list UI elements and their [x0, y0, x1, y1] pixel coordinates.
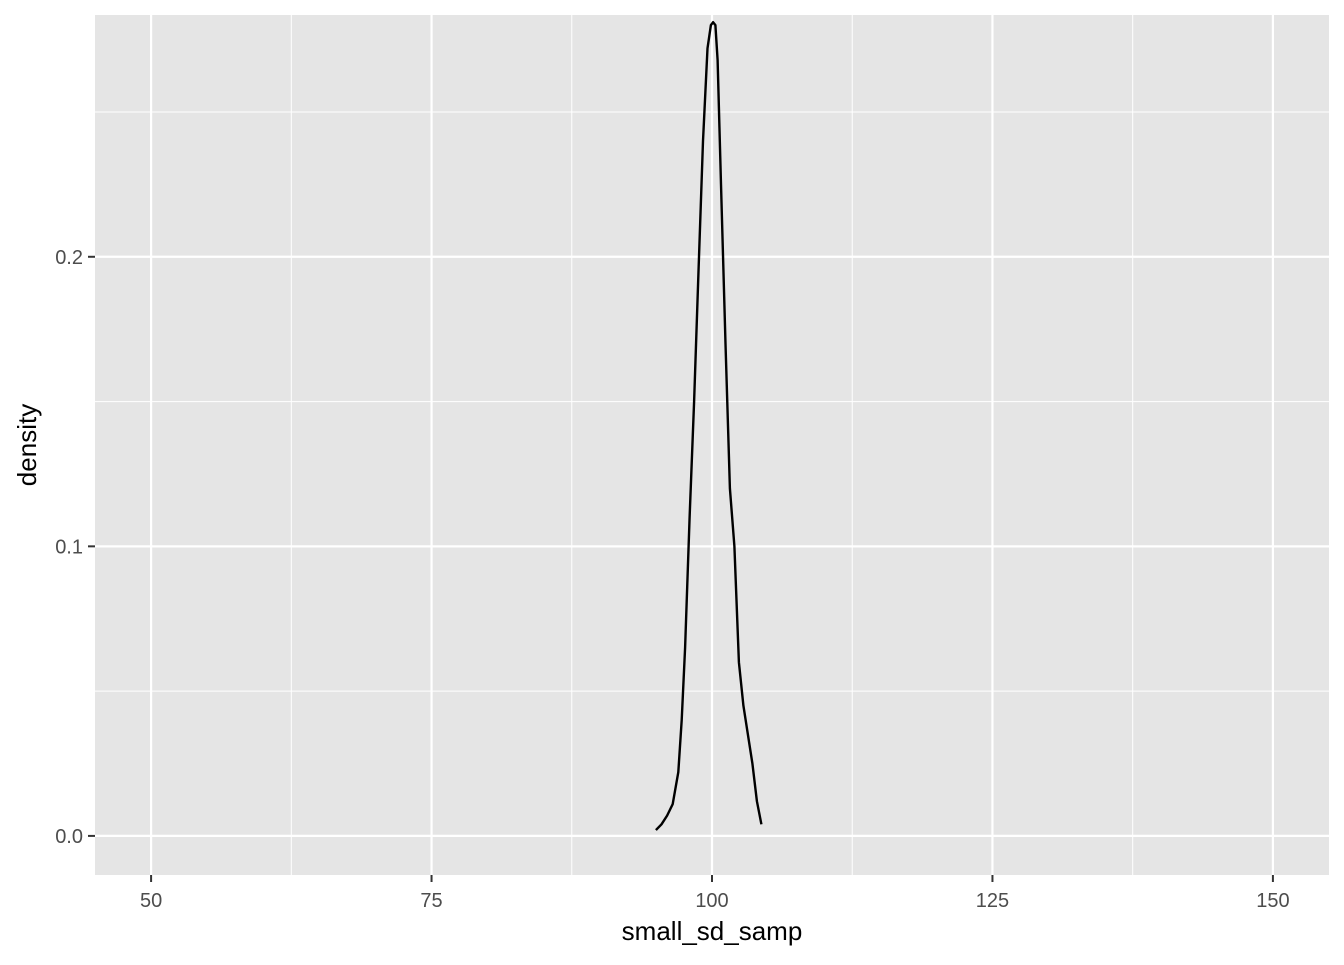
y-tick-label: 0.0: [55, 826, 83, 848]
y-axis-tick-labels: 0.0 0.1 0.2: [55, 247, 83, 848]
density-curve: [655, 21, 763, 831]
x-tick-label: 50: [140, 890, 162, 912]
major-grid-lines: [95, 15, 1329, 875]
y-axis-title: density: [12, 404, 42, 486]
x-axis-title: small_sd_samp: [622, 916, 803, 946]
x-tick-label: 125: [976, 890, 1009, 912]
axis-ticks: [88, 255, 1274, 882]
x-tick-label: 75: [420, 890, 442, 912]
y-tick-label: 0.2: [55, 247, 83, 269]
x-axis-tick-labels: 50 75 100 125 150: [140, 890, 1290, 912]
series-layer: [655, 21, 763, 831]
y-tick-label: 0.1: [55, 536, 83, 558]
x-tick-label: 150: [1256, 890, 1289, 912]
x-tick-label: 100: [695, 890, 728, 912]
